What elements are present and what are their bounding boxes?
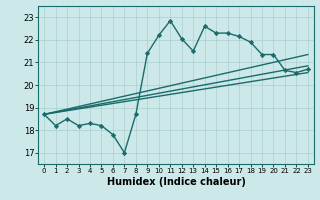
X-axis label: Humidex (Indice chaleur): Humidex (Indice chaleur): [107, 177, 245, 187]
